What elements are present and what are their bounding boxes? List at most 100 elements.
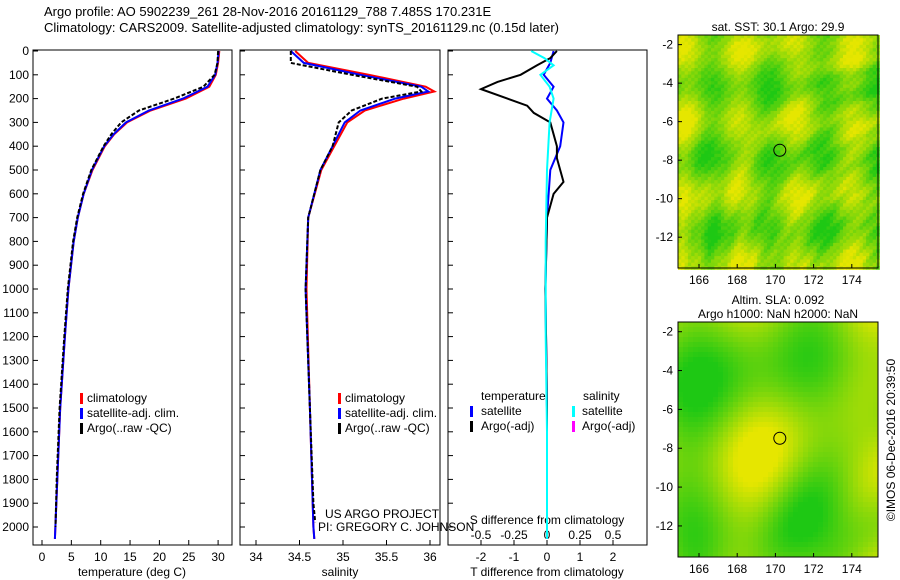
- map-cell: [793, 226, 798, 231]
- map-cell: [757, 176, 761, 181]
- map-cell: [843, 117, 847, 122]
- map-cell: [790, 64, 794, 69]
- map-cell: [777, 176, 781, 181]
- map-cell: [740, 167, 745, 171]
- map-cell: [684, 124, 689, 128]
- map-cell: [833, 259, 837, 264]
- map-cell: [783, 186, 788, 191]
- map-cell: [859, 176, 864, 181]
- map-cell: [730, 176, 735, 181]
- map-cell: [760, 252, 765, 257]
- map-cell: [684, 186, 689, 191]
- map-cell: [773, 104, 778, 109]
- map-cell: [872, 35, 877, 39]
- map-cell: [849, 193, 854, 198]
- map-cell: [767, 242, 771, 247]
- map-cell: [803, 367, 809, 373]
- map-cell: [704, 153, 709, 158]
- map-cell: [763, 377, 769, 383]
- map-cell: [796, 190, 801, 194]
- map-cell: [763, 256, 768, 260]
- map-cell: [727, 38, 732, 43]
- map-cell: [793, 196, 798, 201]
- map-cell: [694, 58, 699, 62]
- map-cell: [730, 117, 735, 122]
- map-cell: [744, 134, 748, 138]
- map-cell: [810, 226, 814, 231]
- map-cell: [747, 180, 752, 184]
- map-cell: [859, 209, 864, 214]
- legend-label: climatology: [345, 391, 405, 405]
- map-cell: [810, 91, 814, 95]
- map-cell: [763, 367, 769, 373]
- map-cell: [790, 200, 794, 204]
- map-cell: [691, 262, 695, 267]
- map-cell: [727, 41, 732, 46]
- map-cell: [753, 35, 758, 39]
- map-cell: [866, 200, 870, 204]
- map-cell: [810, 127, 814, 132]
- map-cell: [687, 262, 692, 267]
- map-cell: [763, 322, 769, 328]
- map-cell: [826, 44, 831, 49]
- map-cell: [724, 170, 728, 175]
- map-cell: [701, 51, 705, 56]
- map-cell: [734, 167, 738, 171]
- map-cell: [803, 347, 809, 353]
- map-cell: [783, 35, 788, 39]
- map-cell: [734, 137, 738, 142]
- map-cell: [733, 342, 739, 348]
- map-cell: [803, 114, 808, 118]
- map-cell: [704, 259, 709, 264]
- map-cell: [714, 242, 719, 247]
- map-cell: [858, 352, 864, 358]
- map-cell: [757, 256, 761, 260]
- map-cell: [748, 347, 754, 353]
- map-cell: [872, 74, 877, 79]
- argo-position-marker: [773, 143, 787, 157]
- map-cell: [711, 193, 715, 198]
- map-cell: [816, 54, 821, 59]
- map-cell: [730, 134, 735, 138]
- map-cell: [839, 193, 844, 198]
- map-cell: [828, 377, 834, 383]
- map-cell: [714, 186, 719, 191]
- map-cell: [717, 209, 722, 214]
- map-cell: [786, 97, 791, 102]
- map-cell: [734, 117, 738, 122]
- map-cell: [707, 61, 712, 66]
- map-cell: [833, 64, 837, 69]
- map-cell: [730, 249, 735, 254]
- map-cell: [796, 157, 801, 161]
- map-cell: [724, 48, 728, 52]
- map-cell: [727, 107, 732, 112]
- map-cell: [727, 249, 732, 254]
- map-cell: [681, 84, 686, 89]
- map-cell: [800, 71, 804, 76]
- map-cell: [856, 77, 860, 82]
- map-cell: [777, 130, 781, 135]
- map-cell: [678, 110, 682, 115]
- map-cell: [813, 110, 818, 115]
- map-cell: [717, 41, 722, 46]
- map-cell: [767, 153, 771, 158]
- map-cell: [859, 114, 864, 118]
- map-cell: [819, 160, 824, 165]
- map-cell: [737, 153, 742, 158]
- map-cell: [859, 223, 864, 227]
- map-cell: [783, 84, 788, 89]
- map-cell: [848, 322, 854, 328]
- map-cell: [786, 229, 791, 234]
- map-cell: [829, 157, 834, 161]
- map-cell: [783, 223, 788, 227]
- map-cell: [753, 196, 758, 201]
- map-cell: [819, 143, 824, 148]
- map-cell: [717, 51, 722, 56]
- map-cell: [843, 206, 847, 211]
- map-cell: [798, 332, 804, 338]
- map-cell: [704, 160, 709, 165]
- map-cell: [793, 170, 798, 175]
- map-cell: [856, 242, 860, 247]
- map-cell: [724, 104, 728, 109]
- map-cell: [747, 190, 752, 194]
